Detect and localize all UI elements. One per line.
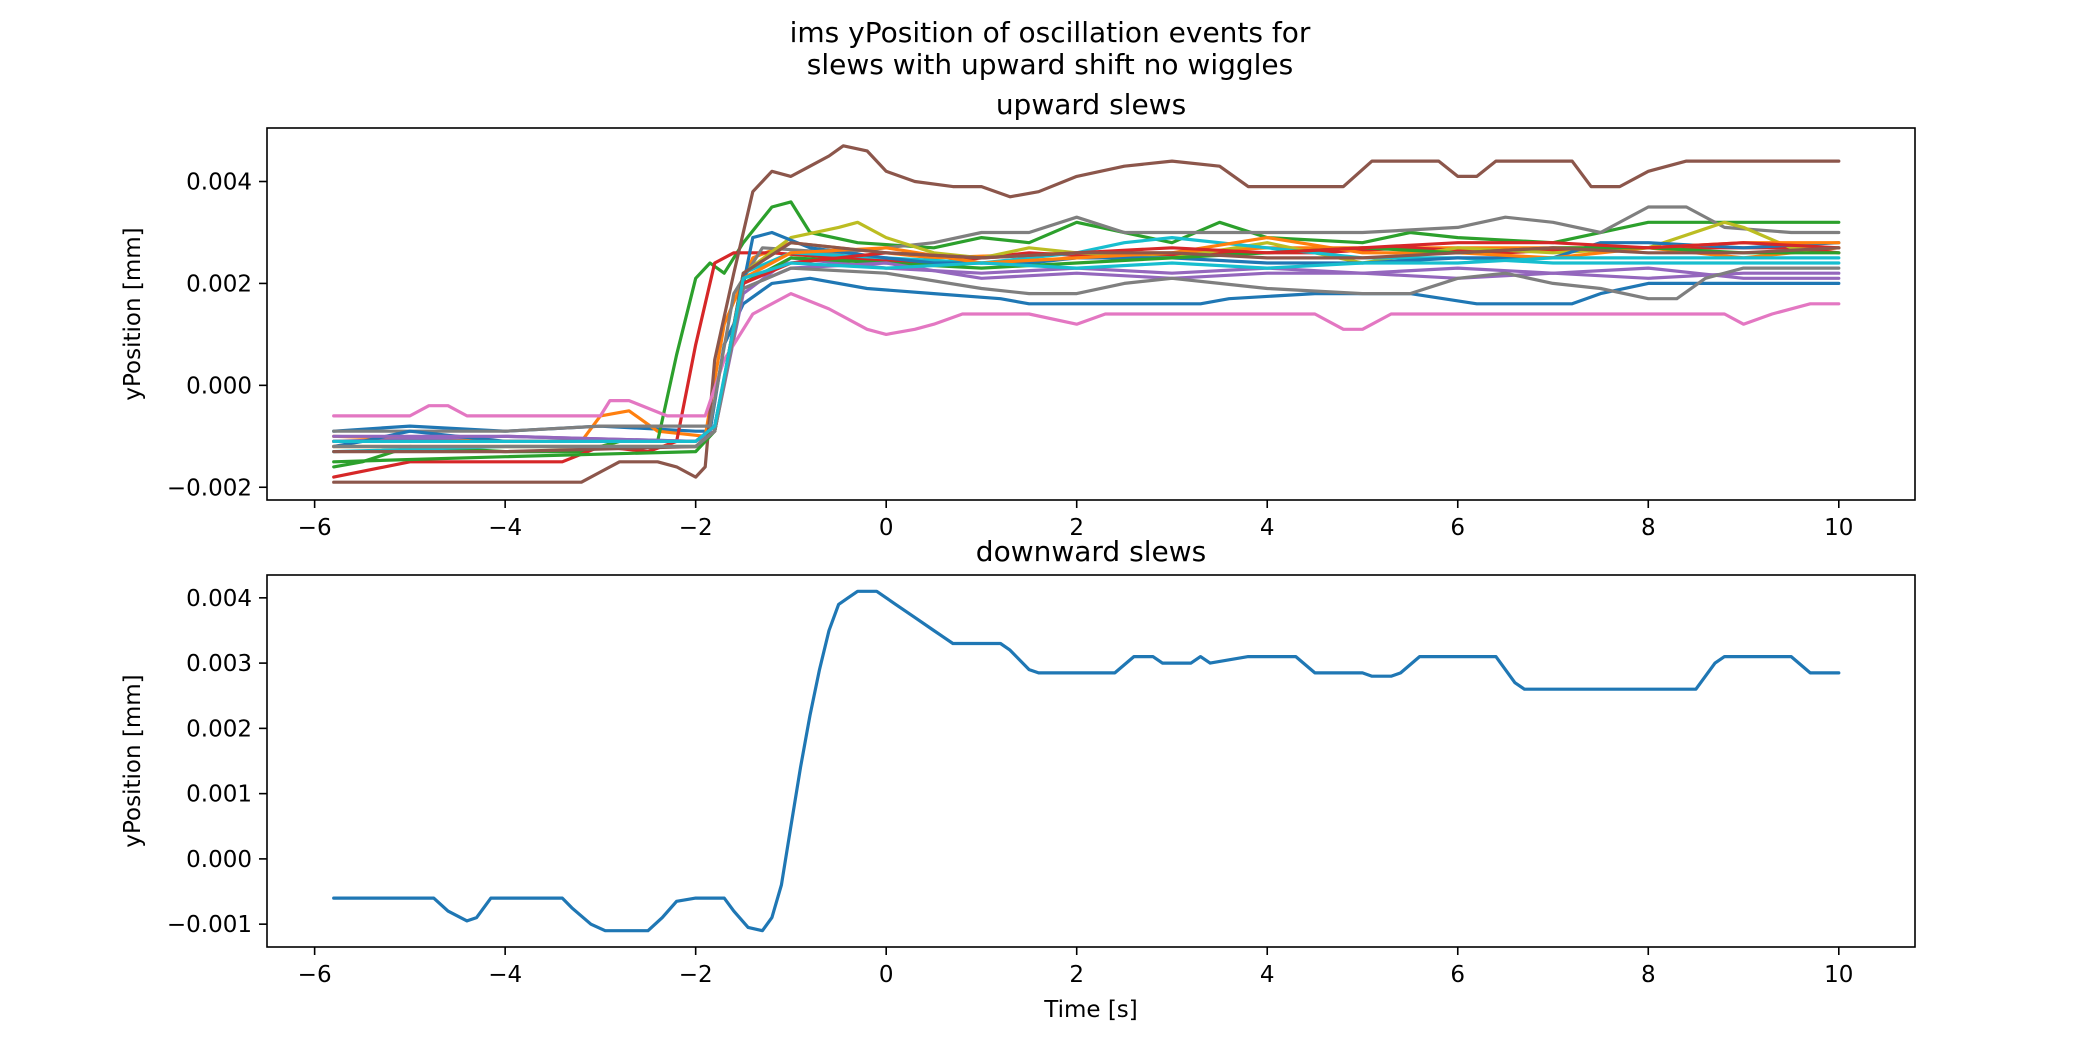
- downward-slews-x-tick-label: −2: [679, 962, 713, 988]
- downward-slews-series-line-1: [332, 589, 1841, 933]
- downward-slews-x-axis-label: Time [s]: [1043, 997, 1138, 1023]
- upward-slews-panel: upward slews −6 −4 −2 0 2 4 6 8 10 −0.002 0.000 0.00…: [120, 88, 1916, 541]
- downward-slews-y-axis-label: yPosition [mm]: [120, 674, 146, 847]
- figure-suptitle-line-2: slews with upward shift no wiggles: [807, 48, 1294, 81]
- downward-slews-panel: downward slews −6 −4 −2 0 2 4 6 8 10 −0.001 0.000 0.…: [120, 535, 1916, 1023]
- downward-slews-x-tick-label: 0: [879, 962, 894, 988]
- upward-slews-x-tick-label: 8: [1641, 515, 1656, 541]
- upward-slews-series-line-17: [332, 266, 1841, 449]
- downward-slews-axes-title: downward slews: [976, 535, 1206, 568]
- downward-slews-y-tick-label: 0.000: [186, 847, 252, 873]
- upward-slews-y-tick-label: −0.002: [167, 475, 252, 501]
- upward-slews-series-line-8: [332, 205, 1841, 433]
- upward-slews-y-tick-label: 0.000: [186, 373, 252, 399]
- figure-suptitle-line-1: ims yPosition of oscillation events for: [790, 16, 1311, 49]
- downward-slews-x-tick-label: 4: [1260, 962, 1275, 988]
- downward-slews-y-tick-label: 0.001: [186, 782, 252, 808]
- downward-slews-y-tick-label: −0.001: [167, 912, 252, 938]
- upward-slews-x-tick-label: 4: [1260, 515, 1275, 541]
- upward-slews-axes-title: upward slews: [996, 88, 1186, 121]
- upward-slews-x-tick-label: 2: [1069, 515, 1084, 541]
- upward-slews-x-tick-label: 6: [1450, 515, 1465, 541]
- upward-slews-y-tick-label: 0.002: [186, 271, 252, 297]
- downward-slews-x-tick-label: 8: [1641, 962, 1656, 988]
- downward-slews-axes-frame: [266, 574, 1916, 948]
- downward-slews-x-tick-label: −6: [298, 962, 332, 988]
- downward-slews-y-tick-label: 0.002: [186, 716, 252, 742]
- downward-slews-x-tick-label: −4: [488, 962, 522, 988]
- upward-slews-series-line-18: [332, 256, 1841, 443]
- downward-slews-x-tick-label: 6: [1450, 962, 1465, 988]
- downward-slews-series-group: [332, 589, 1841, 933]
- upward-slews-x-tick-label: −2: [679, 515, 713, 541]
- upward-slews-x-tick-label: 0: [879, 515, 894, 541]
- upward-slews-series-group: [332, 144, 1841, 484]
- downward-slews-y-tick-label: 0.003: [186, 651, 252, 677]
- upward-slews-series-line-1: [332, 276, 1841, 433]
- upward-slews-y-axis-label: yPosition [mm]: [120, 227, 146, 400]
- upward-slews-series-line-6: [332, 144, 1841, 484]
- upward-slews-x-tick-label: −4: [488, 515, 522, 541]
- upward-slews-y-tick-label: 0.004: [186, 170, 252, 196]
- downward-slews-x-tick-label: 10: [1824, 962, 1853, 988]
- upward-slews-x-tick-label: 10: [1824, 515, 1853, 541]
- downward-slews-y-tick-label: 0.004: [186, 586, 252, 612]
- upward-slews-axes-frame: [266, 127, 1916, 501]
- upward-slews-x-tick-label: −6: [298, 515, 332, 541]
- downward-slews-x-tick-label: 2: [1069, 962, 1084, 988]
- upward-slews-series-line-7: [332, 292, 1841, 418]
